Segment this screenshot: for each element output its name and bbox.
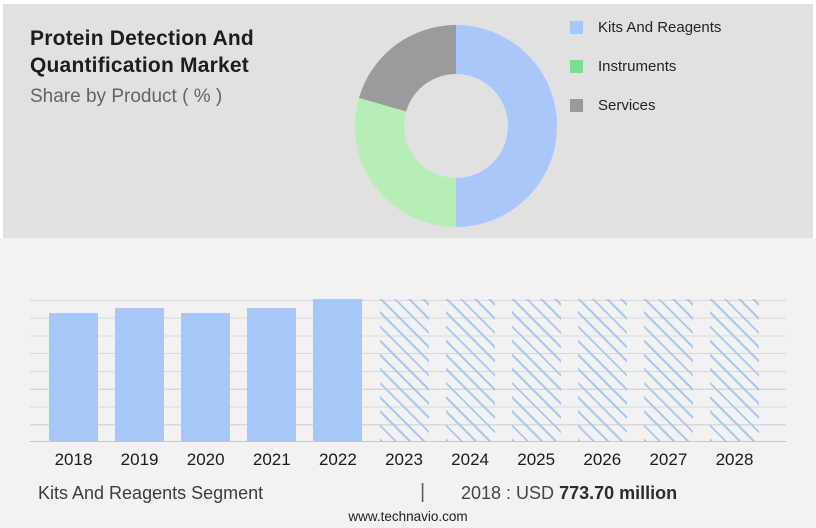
- market-share-section: Protein Detection And Quantification Mar…: [3, 4, 813, 238]
- x-label-2020: 2020: [186, 450, 225, 469]
- header: Protein Detection And Quantification Mar…: [30, 25, 254, 108]
- x-label-2023: 2023: [385, 450, 423, 469]
- donut-chart: [355, 25, 557, 227]
- x-label-2026: 2026: [583, 450, 622, 469]
- legend-label: Services: [598, 96, 656, 114]
- legend-swatch: [570, 59, 583, 73]
- bar-2022: [313, 299, 363, 441]
- x-label-2019: 2019: [120, 450, 159, 469]
- chart-subtitle: Share by Product ( % ): [30, 86, 223, 107]
- donut-legend: Kits And Reagents Instruments Services: [570, 18, 722, 137]
- page-title-line2: Quantification Market: [30, 54, 249, 77]
- forecast-bar-2024: [445, 299, 495, 441]
- forecast-bar-2027: [643, 299, 693, 441]
- forecast-bar-2028: [710, 299, 759, 441]
- bar-2018: [49, 313, 98, 441]
- legend-swatch: [570, 98, 583, 112]
- donut-hole: [404, 74, 508, 178]
- legend-item-kits-and-reagents: Kits And Reagents: [570, 18, 722, 36]
- page-title-line1: Protein Detection And: [30, 27, 254, 50]
- website-url: www.technavio.com: [348, 509, 468, 524]
- forecast-bar-2025: [511, 299, 561, 441]
- x-label-2024: 2024: [451, 450, 490, 469]
- legend-label: Kits And Reagents: [598, 18, 722, 36]
- segment-value-prefix: 2018 : USD: [461, 483, 555, 503]
- forecast-bar-2023: [379, 299, 429, 441]
- x-label-2018: 2018: [54, 450, 93, 469]
- segment-value-amount: 773.70 million: [559, 483, 678, 503]
- bar-2020: [181, 313, 231, 441]
- legend-item-instruments: Instruments: [570, 57, 721, 75]
- legend-item-services: Services: [570, 96, 721, 114]
- chart-caption-row: Kits And Reagents Segment | 2018 : USD 7…: [0, 481, 816, 507]
- caption-separator: |: [420, 481, 426, 503]
- segment-value: 2018 : USD 773.70 million: [461, 483, 677, 504]
- x-label-2022: 2022: [318, 450, 357, 469]
- bar-2019: [115, 307, 165, 441]
- legend-label: Instruments: [598, 57, 677, 75]
- legend-swatch: [570, 20, 583, 34]
- x-label-2021: 2021: [252, 450, 291, 469]
- x-label-2028: 2028: [715, 450, 754, 469]
- segment-label: Kits And Reagents Segment: [38, 483, 264, 503]
- bar-2021: [247, 307, 297, 441]
- bar-chart-plot: [30, 299, 786, 442]
- bar-chart-section: 2018 2019 2020 2021 2022 2023 2024 2025 2026 2027…: [0, 238, 816, 528]
- x-axis-labels: 2018 2019 2020 2021 2022 2023 2024 2025 2026 2027…: [30, 450, 786, 472]
- forecast-bar-2026: [577, 299, 627, 441]
- x-label-2025: 2025: [517, 450, 556, 469]
- x-label-2027: 2027: [649, 450, 688, 469]
